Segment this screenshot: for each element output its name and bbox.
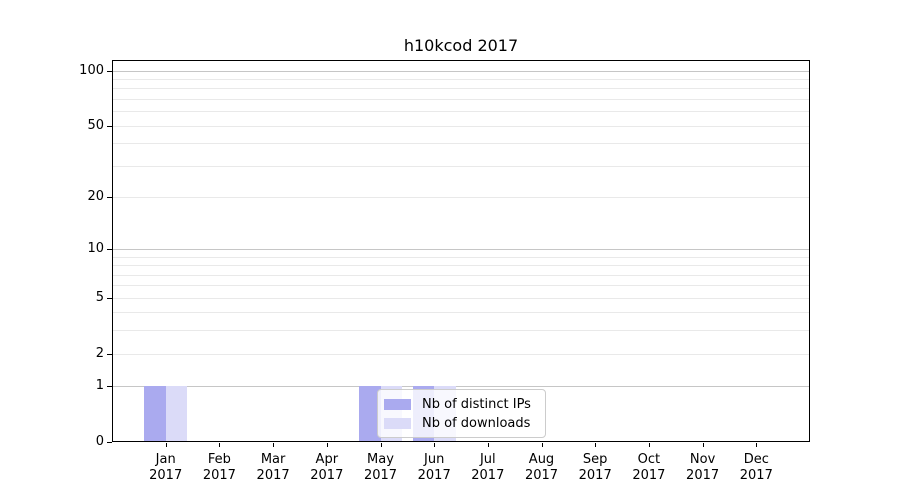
gridline-minor (112, 143, 810, 144)
x-tick-label: Dec 2017 (739, 452, 773, 483)
bar-distinct-ips (359, 386, 381, 442)
x-tick-label: Aug 2017 (524, 452, 559, 483)
bar-downloads (165, 386, 188, 442)
gridline-major (112, 249, 810, 250)
plot-frame (112, 60, 810, 442)
y-tick-mark (107, 125, 112, 127)
legend-swatch-distinct-ips (384, 398, 411, 410)
x-tick-mark (756, 443, 758, 447)
x-tick-mark (380, 443, 382, 447)
gridline-minor (112, 125, 810, 127)
gridline-minor (112, 111, 810, 112)
x-tick-label: Mar 2017 (256, 452, 290, 483)
y-tick-mark (107, 297, 112, 299)
gridline-minor (112, 88, 810, 90)
x-tick-mark (165, 443, 167, 447)
y-tick-mark (107, 442, 112, 443)
gridline-minor (112, 285, 810, 287)
y-tick-mark (107, 353, 112, 355)
x-tick-label: Jun 2017 (417, 452, 451, 483)
x-tick-label: Jan 2017 (149, 452, 183, 483)
x-tick-mark (595, 443, 597, 447)
x-tick-mark (702, 443, 704, 447)
x-tick-mark (541, 443, 543, 447)
y-tick-mark (107, 196, 112, 198)
x-tick-mark (434, 443, 436, 447)
legend-swatch-downloads (384, 417, 411, 429)
legend-label: Nb of downloads (422, 415, 531, 431)
x-tick-label: Apr 2017 (310, 452, 344, 483)
y-tick-label: 2 (95, 345, 104, 361)
legend: Nb of distinct IPs Nb of downloads (377, 389, 546, 438)
gridline-minor (112, 98, 810, 100)
x-tick-label: Jul 2017 (471, 452, 505, 483)
x-tick-mark (648, 443, 650, 447)
y-tick-label: 0 (95, 434, 104, 449)
gridline-minor (112, 353, 810, 355)
gridline-major (112, 70, 810, 72)
y-tick-mark (107, 70, 112, 72)
y-tick-label: 50 (87, 117, 104, 133)
x-tick-label: Sep 2017 (578, 452, 612, 483)
gridline-minor (112, 297, 810, 299)
gridline-minor (112, 330, 810, 332)
chart-title: h10kcod 2017 (403, 36, 519, 55)
x-tick-label: Nov 2017 (686, 452, 720, 483)
gridline-major (112, 386, 810, 388)
gridline-minor (112, 265, 810, 267)
legend-item: Nb of downloads (384, 414, 539, 432)
x-tick-mark (487, 443, 489, 447)
y-tick-mark (107, 386, 112, 388)
gridline-minor (112, 165, 810, 167)
bar-distinct-ips (144, 386, 166, 442)
y-tick-label: 1 (95, 378, 104, 394)
x-tick-label: Oct 2017 (632, 452, 666, 483)
gridline-minor (112, 78, 810, 80)
x-tick-mark (326, 443, 328, 447)
y-tick-mark (107, 249, 112, 250)
y-tick-label: 20 (87, 188, 104, 204)
gridline-minor (112, 312, 810, 314)
x-tick-mark (219, 443, 221, 447)
gridline-minor (112, 274, 810, 276)
y-tick-label: 100 (79, 62, 104, 78)
x-tick-label: May 2017 (363, 452, 398, 483)
y-tick-label: 5 (95, 289, 104, 305)
x-tick-mark (273, 443, 275, 447)
legend-label: Nb of distinct IPs (422, 396, 531, 412)
y-tick-label: 10 (87, 241, 104, 256)
x-tick-label: Feb 2017 (202, 452, 236, 483)
gridline-minor (112, 256, 810, 258)
legend-item: Nb of distinct IPs (384, 395, 539, 413)
gridline-minor (112, 196, 810, 198)
